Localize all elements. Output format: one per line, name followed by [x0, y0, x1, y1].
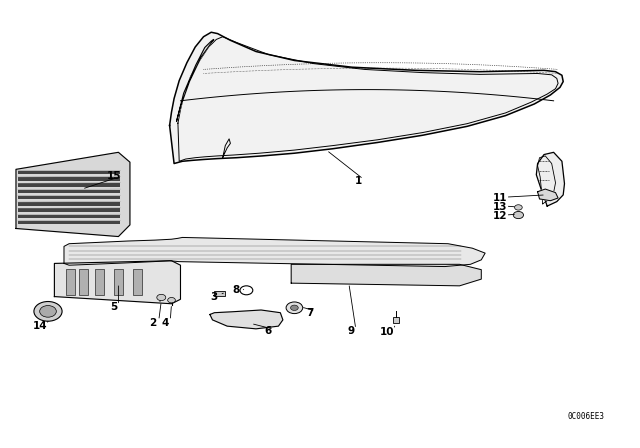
- Bar: [18, 171, 120, 174]
- Text: 9: 9: [347, 326, 355, 336]
- Text: 7: 7: [307, 308, 314, 318]
- Polygon shape: [54, 261, 180, 304]
- Bar: [66, 269, 75, 295]
- Bar: [133, 269, 142, 295]
- Bar: [18, 196, 120, 199]
- Circle shape: [168, 297, 175, 303]
- Text: 6: 6: [264, 326, 271, 336]
- Bar: [18, 190, 120, 193]
- Bar: [18, 221, 120, 224]
- Text: 12: 12: [493, 211, 508, 221]
- Bar: [18, 202, 120, 206]
- Bar: [79, 269, 88, 295]
- Circle shape: [515, 205, 522, 210]
- Bar: [18, 208, 120, 212]
- Polygon shape: [64, 237, 485, 267]
- Circle shape: [157, 294, 166, 301]
- Bar: [95, 269, 104, 295]
- Polygon shape: [170, 32, 563, 164]
- Polygon shape: [177, 39, 214, 121]
- Bar: [114, 269, 123, 295]
- Text: 15: 15: [107, 171, 121, 181]
- Text: 8: 8: [232, 285, 239, 295]
- Circle shape: [513, 211, 524, 219]
- Bar: [393, 317, 399, 323]
- Text: 4: 4: [161, 318, 169, 327]
- Text: 2: 2: [148, 318, 156, 327]
- Polygon shape: [538, 189, 558, 201]
- Text: 11: 11: [493, 193, 508, 203]
- Bar: [18, 183, 120, 187]
- Circle shape: [286, 302, 303, 314]
- Text: 14: 14: [33, 321, 47, 331]
- Text: 10: 10: [380, 327, 394, 336]
- Bar: [18, 215, 120, 218]
- Polygon shape: [536, 152, 564, 206]
- Circle shape: [40, 306, 56, 317]
- Circle shape: [291, 305, 298, 310]
- Polygon shape: [210, 310, 283, 329]
- Polygon shape: [291, 264, 481, 286]
- Polygon shape: [16, 152, 130, 237]
- Text: 1: 1: [355, 177, 362, 186]
- Bar: [214, 291, 225, 296]
- Text: 3: 3: [211, 292, 218, 302]
- Text: 5: 5: [110, 302, 118, 312]
- Circle shape: [34, 302, 62, 321]
- Text: 0C006EE3: 0C006EE3: [568, 412, 605, 421]
- Text: 13: 13: [493, 202, 508, 212]
- Bar: [18, 177, 120, 181]
